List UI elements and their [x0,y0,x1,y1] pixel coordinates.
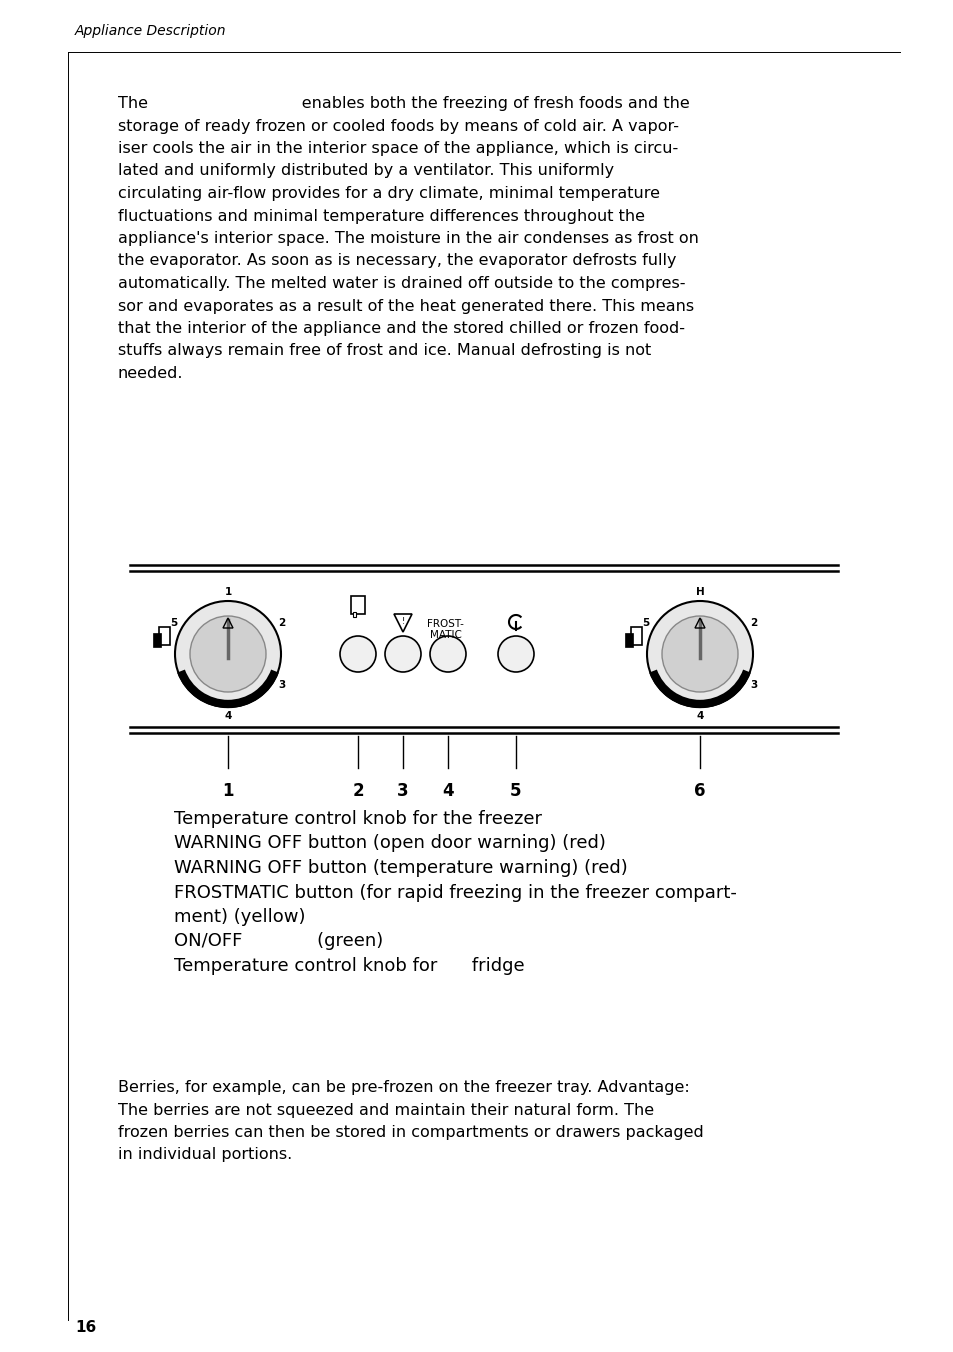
Text: ment) (yellow): ment) (yellow) [173,909,305,926]
Text: H: H [695,587,703,598]
Circle shape [385,635,420,672]
Text: WARNING OFF button (open door warning) (red): WARNING OFF button (open door warning) (… [173,834,605,853]
Text: circulating air-flow provides for a dry climate, minimal temperature: circulating air-flow provides for a dry … [118,187,659,201]
Text: 1: 1 [224,587,232,598]
Circle shape [190,617,266,692]
Text: 6: 6 [694,781,705,800]
Text: WARNING OFF button (temperature warning) (red): WARNING OFF button (temperature warning)… [173,859,627,877]
Text: 5: 5 [171,618,178,627]
Text: 3: 3 [749,680,757,690]
Text: Appliance Description: Appliance Description [75,24,226,38]
Text: 5: 5 [642,618,649,627]
Text: 2: 2 [277,618,285,627]
Bar [351,596,365,614]
Text: 4: 4 [442,781,454,800]
Text: 16: 16 [75,1320,96,1334]
Text: needed.: needed. [118,366,183,381]
Circle shape [339,635,375,672]
Circle shape [174,602,281,707]
Text: frozen berries can then be stored in compartments or drawers packaged: frozen berries can then be stored in com… [118,1125,703,1140]
Text: The                              enables both the freezing of fresh foods and th: The enables both the freezing of fresh f… [118,96,689,111]
Text: in individual portions.: in individual portions. [118,1148,292,1163]
Text: Temperature control knob for the freezer: Temperature control knob for the freezer [173,810,541,827]
Circle shape [661,617,738,692]
Bar [353,612,355,617]
Text: 2: 2 [352,781,363,800]
Text: 3: 3 [396,781,409,800]
Text: The berries are not squeezed and maintain their natural form. The: The berries are not squeezed and maintai… [118,1102,654,1118]
Text: stuffs always remain free of frost and ice. Manual defrosting is not: stuffs always remain free of frost and i… [118,343,651,358]
Text: FROST-: FROST- [427,619,463,629]
Text: the evaporator. As soon as is necessary, the evaporator defrosts fully: the evaporator. As soon as is necessary,… [118,254,676,269]
Text: lated and uniformly distributed by a ventilator. This uniformly: lated and uniformly distributed by a ven… [118,164,614,178]
Text: MATIC: MATIC [429,630,461,639]
Circle shape [646,602,752,707]
Text: Temperature control knob for      fridge: Temperature control knob for fridge [173,957,524,975]
Circle shape [497,635,534,672]
Bar [630,627,641,645]
Text: appliance's interior space. The moisture in the air condenses as frost on: appliance's interior space. The moisture… [118,231,699,246]
Text: Berries, for example, can be pre-frozen on the freezer tray. Advantage:: Berries, for example, can be pre-frozen … [118,1080,689,1095]
Bar [152,633,161,648]
Bar [159,627,170,645]
Text: fluctuations and minimal temperature differences throughout the: fluctuations and minimal temperature dif… [118,208,644,223]
Text: FROSTMATIC button (for rapid freezing in the freezer compart-: FROSTMATIC button (for rapid freezing in… [173,883,736,902]
Text: ON/OFF             (green): ON/OFF (green) [173,933,383,950]
Text: 4: 4 [224,711,232,721]
Text: 3: 3 [277,680,285,690]
Text: automatically. The melted water is drained off outside to the compres-: automatically. The melted water is drain… [118,276,685,291]
Circle shape [430,635,465,672]
Bar [624,633,633,648]
Text: that the interior of the appliance and the stored chilled or frozen food-: that the interior of the appliance and t… [118,320,684,337]
Text: sor and evaporates as a result of the heat generated there. This means: sor and evaporates as a result of the he… [118,299,694,314]
Text: iser cools the air in the interior space of the appliance, which is circu-: iser cools the air in the interior space… [118,141,678,155]
Text: storage of ready frozen or cooled foods by means of cold air. A vapor-: storage of ready frozen or cooled foods … [118,119,679,134]
Text: 1: 1 [222,781,233,800]
Text: 2: 2 [749,618,757,627]
Text: 5: 5 [510,781,521,800]
Text: !: ! [401,618,404,626]
Text: 4: 4 [696,711,703,721]
